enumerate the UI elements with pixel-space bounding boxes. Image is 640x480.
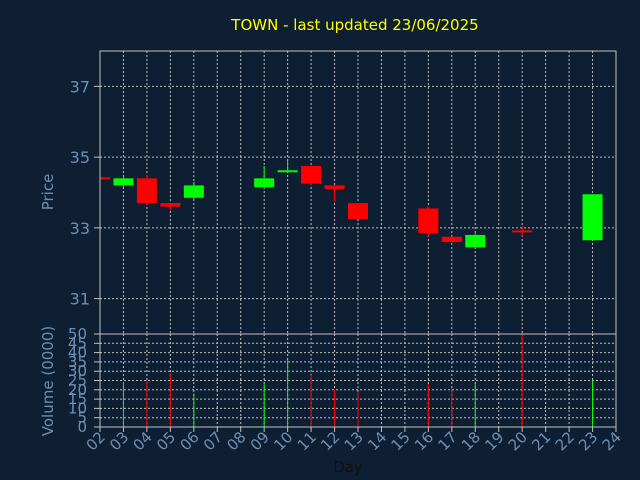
day-tick-label: 09 [247,428,273,454]
day-tick-label: 15 [388,428,414,454]
day-tick-label: 24 [599,428,625,454]
day-tick-label: 22 [552,428,578,454]
volume-tick-label: 5 [77,409,87,427]
candle-body [136,178,157,204]
volume-tick-label: 15 [68,390,87,408]
candle-body [441,236,462,243]
day-tick-label: 14 [364,428,390,454]
volume-bars [122,334,594,427]
price-tick-label: 35 [70,148,90,167]
day-tick-label: 17 [434,428,460,454]
candle-body [113,178,134,186]
day-tick-label: 16 [411,428,437,454]
day-tick-label: 06 [176,428,202,454]
day-tick-label: 20 [505,428,531,454]
volume-tick-label: 10 [68,399,87,417]
day-axis: 0203040506070809101112131415161718192021… [83,427,625,454]
day-tick-label: 10 [270,428,296,454]
volume-axis-label: Volume (0000) [39,326,57,436]
candle-body [301,165,322,184]
day-tick-label: 04 [130,428,156,454]
day-tick-label: 11 [294,428,320,454]
chart-title: TOWN - last updated 23/06/2025 [230,16,478,34]
price-axis-label: Price [39,174,57,211]
volume-tick-label: 30 [68,362,87,380]
day-tick-label: 18 [458,428,484,454]
day-tick-label: 13 [341,428,367,454]
price-axis: 37 35 33 31 [70,77,100,309]
candle-body [324,185,345,189]
candle-body [277,170,298,173]
price-tick-label: 37 [70,77,90,96]
candlesticks [100,160,603,248]
volume-tick-label: 50 [68,325,87,343]
day-axis-label: Day [333,458,363,476]
day-tick-label: 07 [200,428,226,454]
candle-body [512,230,533,233]
day-tick-label: 19 [481,428,507,454]
candle-body [418,208,439,234]
candle-body [348,203,368,220]
volume-tick-label: 45 [68,334,87,352]
candle-body [254,178,275,188]
volume-tick-label: 20 [68,381,87,399]
day-tick-label: 21 [528,428,554,454]
price-tick-label: 33 [70,219,90,238]
price-tick-label: 31 [70,290,90,309]
day-tick-label: 05 [153,428,179,454]
candle-body [183,185,204,198]
volume-tick-label: 25 [68,372,87,390]
day-tick-label: 23 [575,428,601,454]
volume-tick-label: 40 [68,344,87,362]
volume-tick-label: 35 [68,353,87,371]
candle-body [100,177,110,180]
price-grid [100,51,616,334]
candle-body [465,234,486,248]
candle-body [582,194,603,241]
day-tick-label: 08 [223,428,249,454]
candle-body [160,203,181,207]
volume-tick-label: 0 [77,418,87,436]
day-tick-label: 03 [106,428,132,454]
day-tick-label: 12 [317,428,343,454]
